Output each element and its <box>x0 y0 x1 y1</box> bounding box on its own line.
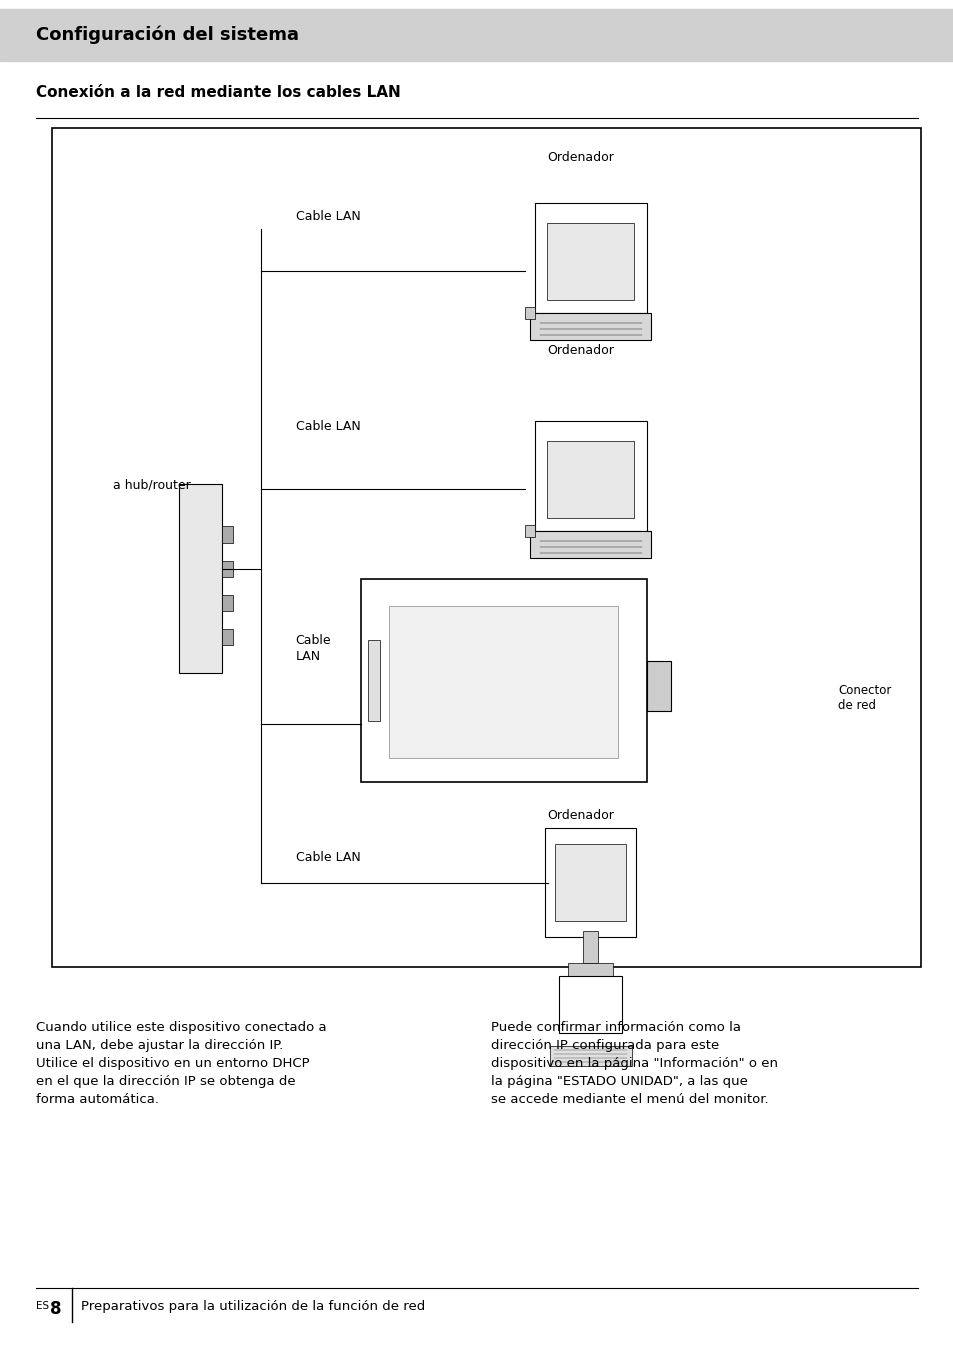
Text: Configuración del sistema: Configuración del sistema <box>36 26 299 45</box>
Text: Conexión a la red mediante los cables LAN: Conexión a la red mediante los cables LA… <box>36 85 400 100</box>
Bar <box>0 9 953 61</box>
Bar <box>524 307 535 319</box>
Text: Cable LAN: Cable LAN <box>295 852 360 864</box>
Bar <box>389 606 618 758</box>
Text: Cuando utilice este dispositivo conectado a
una LAN, debe ajustar la dirección I: Cuando utilice este dispositivo conectad… <box>36 1021 327 1106</box>
Bar <box>547 441 634 518</box>
Bar <box>555 844 625 921</box>
Text: Pantalla (este dispositivo): Pantalla (este dispositivo) <box>404 608 565 621</box>
Text: Cable
LAN: Cable LAN <box>295 634 331 662</box>
Text: Preparativos para la utilización de la función de red: Preparativos para la utilización de la f… <box>81 1299 425 1313</box>
Text: a hub/router: a hub/router <box>112 479 191 491</box>
Bar <box>558 976 621 1033</box>
Bar <box>221 561 233 577</box>
Bar <box>221 629 233 645</box>
Bar <box>530 531 651 557</box>
Text: Ordenador: Ordenador <box>547 810 614 822</box>
Bar <box>221 595 233 611</box>
Bar <box>535 422 646 531</box>
Bar <box>360 580 646 783</box>
Text: Cable LAN: Cable LAN <box>295 419 360 433</box>
Bar <box>567 963 613 982</box>
Bar <box>178 484 221 673</box>
Bar <box>547 223 634 300</box>
Text: Puede confirmar información como la
dirección IP configurada para este
dispositi: Puede confirmar información como la dire… <box>491 1021 778 1106</box>
Bar <box>583 930 598 963</box>
Text: Ordenador: Ordenador <box>547 151 614 165</box>
Bar <box>545 827 636 937</box>
Bar <box>530 312 651 339</box>
Text: 8: 8 <box>50 1299 61 1318</box>
Text: Cable LAN: Cable LAN <box>295 210 360 223</box>
Text: Ordenador: Ordenador <box>547 343 614 357</box>
Bar <box>221 526 233 542</box>
Bar <box>368 641 379 722</box>
Bar <box>549 1046 631 1065</box>
Text: ES: ES <box>36 1301 50 1311</box>
Bar <box>646 661 670 711</box>
Bar <box>52 128 920 967</box>
Bar <box>524 525 535 537</box>
Text: Conector
de red: Conector de red <box>838 684 890 713</box>
Bar <box>535 203 646 312</box>
